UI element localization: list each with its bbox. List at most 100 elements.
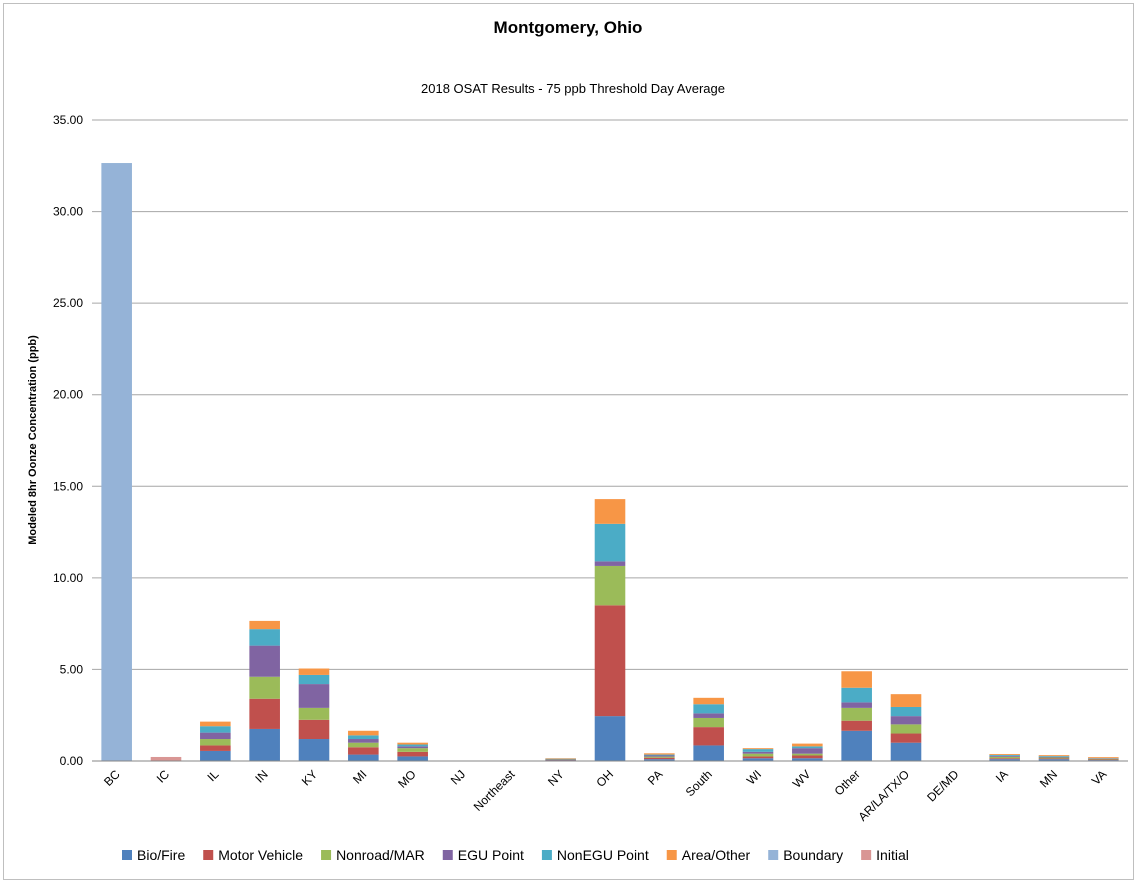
bar-segment (841, 702, 872, 708)
bar-segment (249, 620, 280, 630)
legend-label: NonEGU Point (557, 847, 649, 863)
bar-segment (644, 754, 675, 756)
bar-segment (644, 756, 675, 758)
x-axis-ticks: BC IC IL IN KY MI MO NJ Northeast NY OH PA South WI WV… (101, 767, 1109, 824)
y-axis-label: Modeled 8hr Oonze Concentration (ppb) (27, 335, 39, 545)
bar-segment (989, 758, 1020, 760)
x-tick-label: NJ (448, 767, 468, 787)
bar-segment (545, 758, 576, 759)
y-axis-ticks: 0.00 5.00 10.00 15.00 20.00 25.00 30.00 35.00 (53, 113, 83, 768)
bar-segment (693, 717, 724, 728)
bar-segment (298, 719, 330, 740)
bar-segment (792, 753, 823, 756)
bar-segment (594, 523, 626, 562)
bar-segment (348, 754, 379, 761)
bar-segment (397, 751, 428, 757)
bar-segment (348, 742, 379, 748)
x-tick-label: PA (645, 767, 666, 788)
legend-item: Boundary (768, 847, 843, 863)
bar-segment (742, 749, 774, 752)
bar-segment (397, 746, 428, 749)
bar-segment (545, 759, 576, 760)
bar-segment (1038, 756, 1070, 757)
bar-segment (545, 758, 576, 760)
legend-item: Motor Vehicle (203, 847, 303, 863)
x-tick-label: MO (395, 767, 419, 791)
bar-segment (348, 747, 379, 755)
bar-segment (397, 742, 428, 745)
bar-segment (594, 605, 626, 717)
bar-segment (1038, 758, 1070, 760)
legend-item: Bio/Fire (122, 847, 185, 863)
bar-segment (545, 759, 576, 761)
bar-segment (397, 748, 428, 752)
bar-segment (1088, 757, 1119, 759)
bar-segment (348, 730, 379, 736)
x-tick-label: South (683, 767, 715, 799)
bar-segment (298, 707, 330, 720)
bar-segment (200, 732, 231, 740)
bar-segment (594, 565, 626, 606)
bar-segment (742, 751, 774, 754)
bar-segment (249, 645, 280, 677)
legend-item: NonEGU Point (541, 847, 649, 863)
bar-segment (841, 720, 872, 731)
bar-segment (200, 750, 231, 761)
x-tick-label: OH (593, 767, 616, 790)
x-tick-label: Other (832, 767, 863, 798)
x-tick-label: DE/MD (924, 767, 961, 804)
x-tick-label: Northeast (471, 767, 518, 814)
bar-segment (594, 499, 626, 524)
bar-segment (693, 697, 724, 705)
legend-swatch (203, 850, 214, 860)
legend-item: Nonroad/MAR (321, 847, 425, 863)
bar-segment (841, 730, 872, 761)
legend-swatch (442, 850, 453, 860)
bar-segment (841, 707, 872, 721)
x-tick-label: IA (993, 767, 1011, 785)
bar-segment (890, 724, 922, 734)
y-tick-label: 25.00 (53, 296, 83, 310)
bar-segment (989, 754, 1020, 756)
legend-swatch (666, 850, 677, 860)
bar-segment (200, 745, 231, 751)
x-tick-label: IL (204, 767, 221, 784)
legend-swatch (122, 850, 132, 860)
x-tick-label: MI (350, 767, 369, 786)
y-tick-label: 0.00 (60, 754, 84, 768)
bar-segment (841, 687, 872, 703)
bar-segment (792, 758, 823, 761)
y-tick-label: 20.00 (53, 388, 83, 402)
legend: Bio/Fire Motor Vehicle Nonroad/MAR EGU Poin… (122, 847, 909, 863)
bar-segment (397, 756, 428, 761)
bar-segment (1088, 758, 1119, 759)
x-tick-label: NY (545, 767, 567, 789)
bar-segment (348, 735, 379, 740)
legend-label: Boundary (783, 847, 843, 863)
bars (101, 163, 1119, 762)
bar-segment (644, 757, 675, 760)
bar-segment (989, 756, 1020, 759)
chart-frame (3, 3, 1134, 880)
bar-segment (890, 733, 922, 743)
bar-segment (1038, 756, 1070, 758)
legend-swatch (321, 850, 332, 860)
bar-segment (792, 743, 823, 747)
x-tick-label: AR/LA/TX/O (856, 767, 913, 824)
legend-label: EGU Point (458, 847, 524, 863)
x-tick-label: IC (154, 767, 173, 786)
bar-segment (644, 759, 675, 761)
bar-segment (693, 745, 724, 761)
bar-segment (298, 739, 330, 761)
bar-segment (249, 698, 280, 729)
x-tick-label: MN (1037, 767, 1060, 790)
bar-segment (249, 629, 280, 646)
legend-label: Initial (876, 847, 909, 863)
bar-segment (742, 748, 774, 750)
bar-segment (989, 754, 1020, 755)
chart-subtitle: 2018 OSAT Results - 75 ppb Threshold Day… (421, 81, 725, 96)
bar-segment (249, 676, 280, 699)
bar-segment (792, 748, 823, 754)
bar-segment (841, 671, 872, 688)
legend-item: EGU Point (442, 847, 524, 863)
